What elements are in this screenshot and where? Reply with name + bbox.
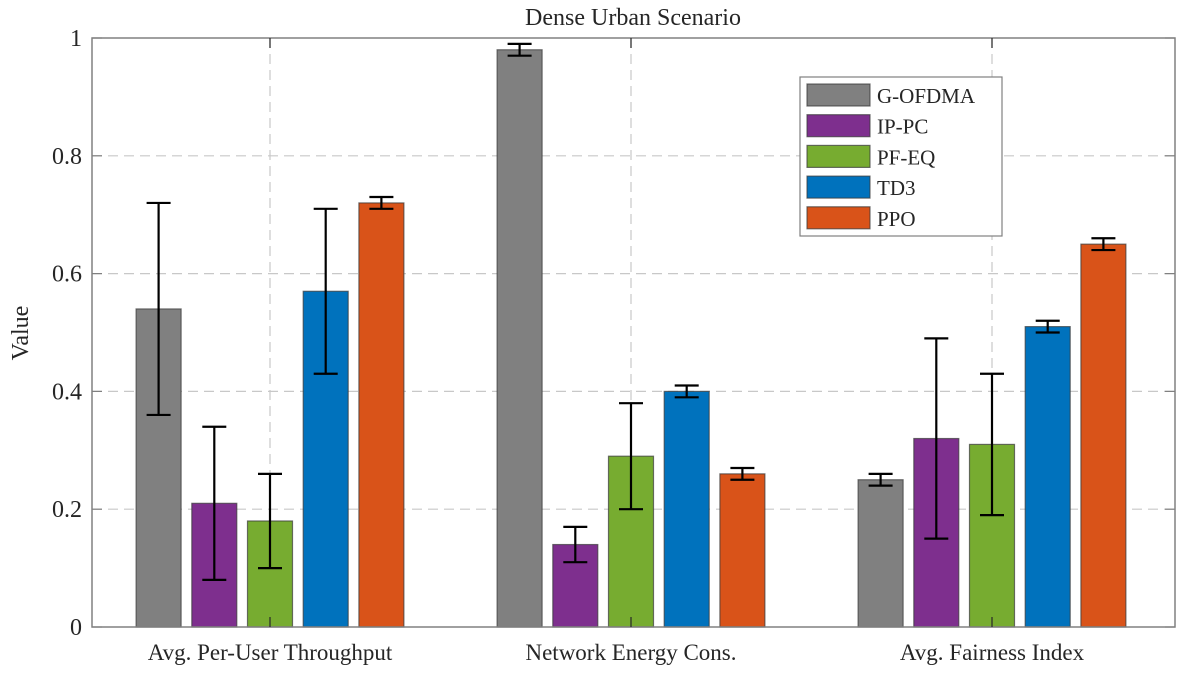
bar-ppo [719,473,766,628]
error-bar [1091,237,1116,252]
y-tick-label: 0 [70,615,82,641]
y-tick-label: 0.6 [52,262,82,288]
bar-ppo [358,202,405,628]
y-tick-label: 0.4 [52,379,82,405]
error-bar [980,372,1004,517]
legend-item: G-OFDMA [806,83,976,108]
y-tick-label: 1 [70,26,82,52]
error-bar [146,201,171,417]
legend-item: IP-PC [806,114,928,139]
bar-td3 [663,390,710,628]
error-bar [619,402,643,511]
error-bar [313,207,338,375]
bar-g-ofdma [496,49,543,628]
legend-swatch [806,114,871,138]
x-tick-label: Avg. Per-User Throughput [148,640,393,665]
axes-box [91,37,1176,628]
error-bar [674,384,699,399]
legend-label: PPO [877,207,916,231]
y-axis-ticks: 0 0.2 0.4 0.6 0.8 1 [52,26,1175,641]
error-bar [1035,319,1060,334]
legend-swatch [806,175,871,199]
legend-label: TD3 [877,176,916,200]
y-axis-label: Value [8,306,34,361]
legend-label: IP-PC [877,115,928,139]
legend-item: TD3 [806,175,916,200]
error-bar [924,337,949,540]
error-bar [730,466,755,481]
error-bar [868,472,893,487]
error-bar [369,195,394,210]
bar-td3 [1024,326,1071,628]
legend-item: PPO [806,206,916,231]
x-tick-label: Network Energy Cons. [525,640,736,665]
x-tick-label: Avg. Fairness Index [900,640,1085,665]
legend-swatch [806,83,871,107]
error-bar [202,425,227,581]
legend-swatch [806,206,871,230]
y-tick-label: 0.2 [52,497,82,523]
bar-ppo [1080,243,1127,628]
bar-g-ofdma [857,479,904,628]
chart-title: Dense Urban Scenario [525,5,741,31]
legend-label: PF-EQ [877,145,935,169]
y-tick-label: 0.8 [52,144,82,170]
legend-label: G-OFDMA [877,84,976,108]
legend-swatch [806,144,871,168]
legend-item: PF-EQ [806,144,935,169]
legend: G-OFDMA IP-PC PF-EQ TD3 PPO [799,76,1003,237]
error-bars [146,42,1116,581]
error-bar [258,472,282,570]
error-bar [507,42,532,57]
x-axis-ticks: Avg. Per-User Throughput Network Energy C… [148,38,1085,665]
error-bar [563,525,588,564]
